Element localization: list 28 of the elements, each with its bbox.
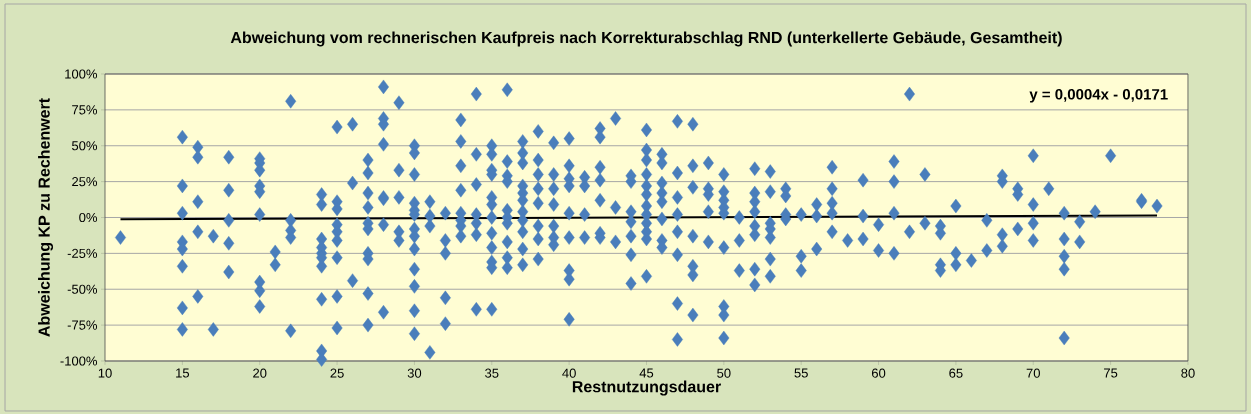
y-tick-label: 25% [72, 177, 98, 187]
y-tick-label: -25% [67, 248, 98, 258]
x-tick-label: 20 [253, 368, 267, 378]
y-tick-label: 100% [65, 69, 98, 79]
y-tick-label: 0% [79, 212, 98, 223]
x-tick-label: 65 [949, 368, 963, 378]
x-tick-label: 80 [1181, 368, 1195, 378]
x-axis-title: Restnutzungsdauer [572, 380, 721, 396]
x-tick-label: 35 [485, 368, 499, 378]
x-tick-label: 45 [639, 368, 654, 378]
y-tick-label: 75% [72, 105, 98, 115]
x-tick-label: 40 [562, 368, 576, 378]
x-tick-label: 15 [176, 368, 190, 378]
x-tick-label: 55 [794, 368, 808, 378]
x-tick-label: 60 [871, 368, 886, 378]
y-tick-label: -100% [60, 356, 98, 366]
x-tick-label: 25 [330, 368, 344, 378]
x-tick-label: 50 [717, 368, 731, 378]
annotation: y = 0,0004x - 0,0171 [1029, 89, 1168, 103]
chart-title: Abweichung vom rechnerischen Kaufpreis nach Korrekturabschlag RND (unterkellerte Gebäude, Gesamtheit) [230, 31, 1062, 47]
x-tick-label: 70 [1026, 368, 1040, 378]
x-tick-label: 30 [407, 368, 422, 378]
y-tick-label: -75% [67, 320, 98, 330]
x-tick-label: 75 [1104, 368, 1118, 378]
y-tick-label: -50% [67, 284, 98, 294]
y-tick-label: 50% [71, 141, 98, 151]
x-tick-label: 10 [98, 368, 112, 378]
y-axis-title: Abweichung KP zu Rechenwert [38, 98, 54, 337]
